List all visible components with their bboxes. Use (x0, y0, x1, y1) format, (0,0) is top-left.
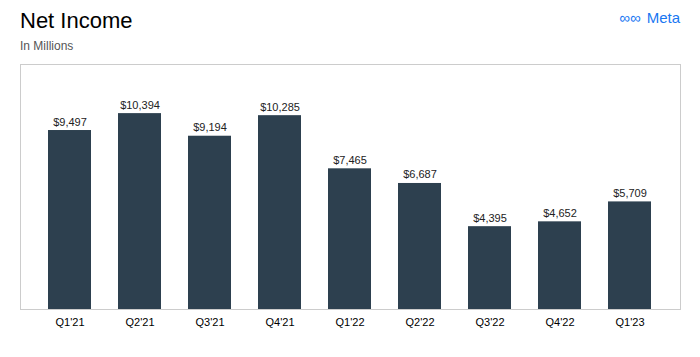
svg-text:$10,285: $10,285 (260, 101, 300, 113)
svg-text:$9,194: $9,194 (193, 121, 227, 133)
svg-text:$6,687: $6,687 (403, 168, 437, 180)
svg-text:Q1'22: Q1'22 (335, 316, 364, 328)
svg-text:Q4'22: Q4'22 (545, 316, 574, 328)
svg-text:Q1'23: Q1'23 (615, 316, 644, 328)
svg-text:Q3'21: Q3'21 (195, 316, 224, 328)
svg-text:$4,395: $4,395 (473, 212, 507, 224)
svg-text:$5,709: $5,709 (613, 187, 647, 199)
svg-text:Q3'22: Q3'22 (475, 316, 504, 328)
svg-text:$7,465: $7,465 (333, 154, 367, 166)
html-text:Net Income: Net Income (20, 8, 133, 33)
svg-text:Q1'21: Q1'21 (55, 316, 84, 328)
svg-text:Q4'21: Q4'21 (265, 316, 294, 328)
svg-text:$10,394: $10,394 (120, 99, 160, 111)
svg-text:$9,497: $9,497 (53, 116, 87, 128)
html-text:In Millions: In Millions (20, 39, 74, 53)
html-text:∞∞ Meta: ∞∞ Meta (619, 9, 680, 26)
svg-text:$4,652: $4,652 (543, 207, 577, 219)
svg-text:Q2'22: Q2'22 (405, 316, 434, 328)
svg-text:Q2'21: Q2'21 (125, 316, 154, 328)
